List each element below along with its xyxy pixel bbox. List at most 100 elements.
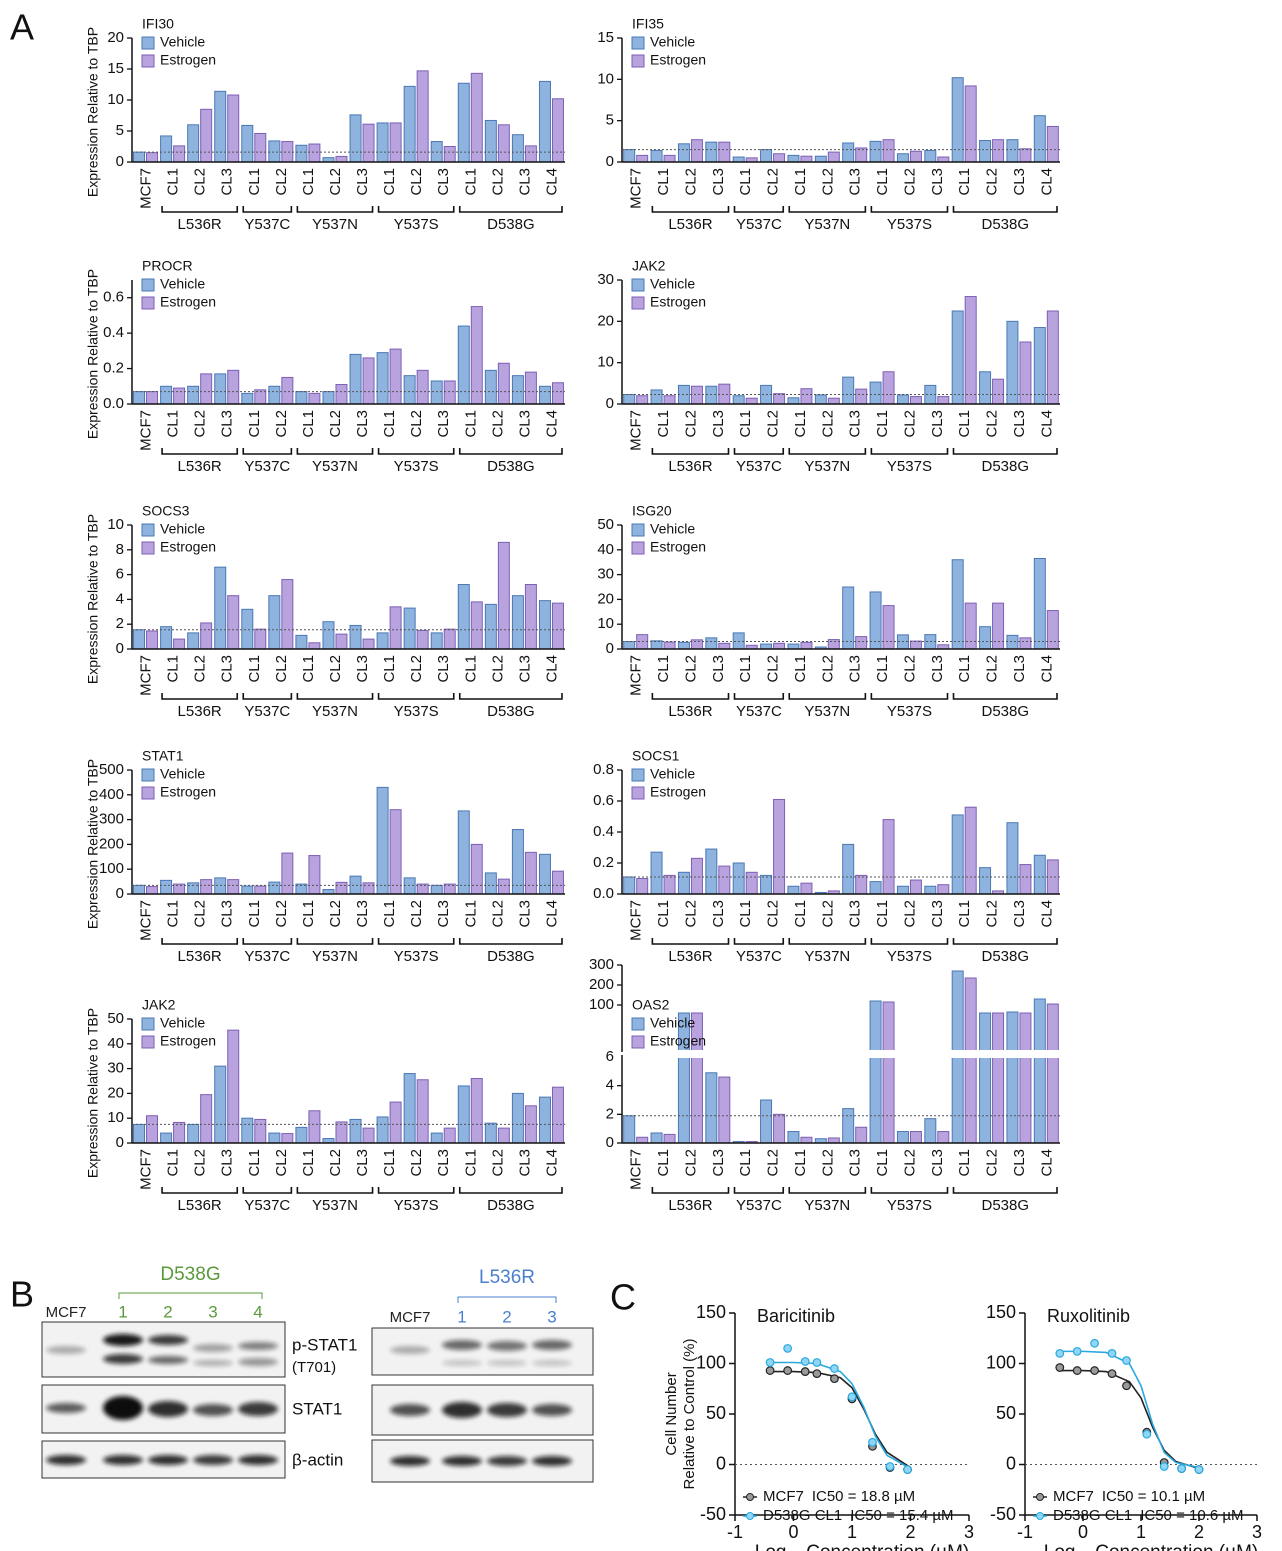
bar xyxy=(1007,140,1018,162)
legend-swatch xyxy=(632,1036,644,1048)
bar xyxy=(952,78,963,162)
bar xyxy=(678,642,689,649)
legend-swatch xyxy=(632,279,644,291)
bar xyxy=(498,363,509,404)
group-label: Y537S xyxy=(394,458,439,475)
bar xyxy=(993,379,1004,404)
x-tick-label: CL3 xyxy=(710,655,727,683)
bar xyxy=(512,135,523,162)
group-label: D538G xyxy=(981,703,1029,720)
y-tick-label: 6 xyxy=(606,1048,614,1065)
x-tick-label: MCF7 xyxy=(138,900,155,941)
bar xyxy=(952,311,963,404)
bar xyxy=(161,880,172,894)
x-tick-label: CL2 xyxy=(984,1149,1001,1177)
bar xyxy=(897,886,908,894)
bar xyxy=(228,1030,239,1143)
bar xyxy=(637,396,648,404)
x-tick-label: CL1 xyxy=(655,900,672,928)
legend-marker xyxy=(747,1494,754,1501)
fit-curve xyxy=(770,1372,910,1468)
blot-band xyxy=(442,1402,482,1418)
bar xyxy=(870,882,881,894)
x-tick-label: CL4 xyxy=(1038,655,1055,683)
bar xyxy=(215,567,226,649)
bar xyxy=(1007,1012,1018,1143)
group-label: Y537N xyxy=(312,703,358,720)
bar xyxy=(870,592,881,649)
bar xyxy=(664,396,675,404)
x-tick-label: CL1 xyxy=(737,655,754,683)
bar xyxy=(201,109,212,162)
bar xyxy=(498,1128,509,1143)
bar xyxy=(664,1134,675,1143)
bar xyxy=(458,585,469,649)
x-tick-label: CL1 xyxy=(462,1149,479,1177)
bar xyxy=(624,1116,635,1143)
x-tick-label: CL4 xyxy=(1038,410,1055,438)
y-tick-label: 2 xyxy=(606,1105,614,1122)
x-tick-label: 3 xyxy=(1252,1522,1262,1542)
bar xyxy=(883,1002,894,1143)
x-tick-label: CL1 xyxy=(874,410,891,438)
bar xyxy=(147,392,158,404)
blot-band xyxy=(532,1404,572,1416)
bar xyxy=(255,886,266,894)
bar xyxy=(843,844,854,894)
y-tick-label: 10 xyxy=(597,354,614,371)
legend-label: MCF7IC50 = 18.8 µM xyxy=(763,1488,915,1505)
bar xyxy=(651,150,662,162)
legend-swatch xyxy=(142,37,154,49)
x-tick-label: MCF7 xyxy=(138,1149,155,1190)
blot-band xyxy=(532,1456,572,1466)
bar xyxy=(188,633,199,649)
bar xyxy=(174,639,185,649)
y-axis-label: Expression Relative to TBP xyxy=(85,1008,101,1178)
x-tick-label: CL1 xyxy=(462,900,479,928)
y-tick-label: 0 xyxy=(606,395,614,412)
x-axis-label-part: Concentration (µM) xyxy=(801,1542,969,1551)
legend-swatch xyxy=(632,37,644,49)
bar xyxy=(774,799,785,894)
data-point xyxy=(766,1367,774,1375)
blot-band xyxy=(487,1360,527,1366)
bar xyxy=(444,381,455,404)
bar xyxy=(910,1132,921,1143)
data-point xyxy=(1056,1364,1064,1372)
bar xyxy=(417,71,428,162)
bar xyxy=(637,1137,648,1143)
group-bracket xyxy=(379,448,454,454)
y-tick-label: 30 xyxy=(107,1060,124,1077)
bar xyxy=(651,1133,662,1143)
bar xyxy=(134,1124,145,1143)
bar xyxy=(269,1133,280,1143)
bar xyxy=(498,542,509,649)
bar xyxy=(719,866,730,894)
blot-band xyxy=(148,1401,188,1417)
x-tick-label: CL2 xyxy=(765,1149,782,1177)
bar xyxy=(404,376,415,404)
group-label: Y537S xyxy=(887,948,932,965)
bar xyxy=(242,886,253,894)
bar xyxy=(733,633,744,649)
data-point xyxy=(813,1359,821,1367)
group-label: L536R xyxy=(668,458,712,475)
bar xyxy=(458,326,469,404)
blot-bracket xyxy=(458,1297,556,1303)
x-tick-label: CL2 xyxy=(901,168,918,196)
group-label: Y537C xyxy=(244,458,290,475)
x-tick-label: CL1 xyxy=(246,900,263,928)
figure: A B C IFI30Expression Relative to TBP051… xyxy=(0,0,1282,1551)
group-label: Y537C xyxy=(736,458,782,475)
bar xyxy=(147,1116,158,1143)
x-tick-label: CL2 xyxy=(327,655,344,683)
legend-label: Estrogen xyxy=(650,784,706,800)
blot-band xyxy=(46,1403,86,1413)
bar xyxy=(485,370,496,404)
bar xyxy=(309,643,320,649)
group-bracket xyxy=(379,938,454,944)
data-point xyxy=(1091,1367,1099,1375)
x-tick-label: CL2 xyxy=(192,655,209,683)
x-tick-label: CL4 xyxy=(543,168,560,196)
group-bracket xyxy=(789,938,865,944)
